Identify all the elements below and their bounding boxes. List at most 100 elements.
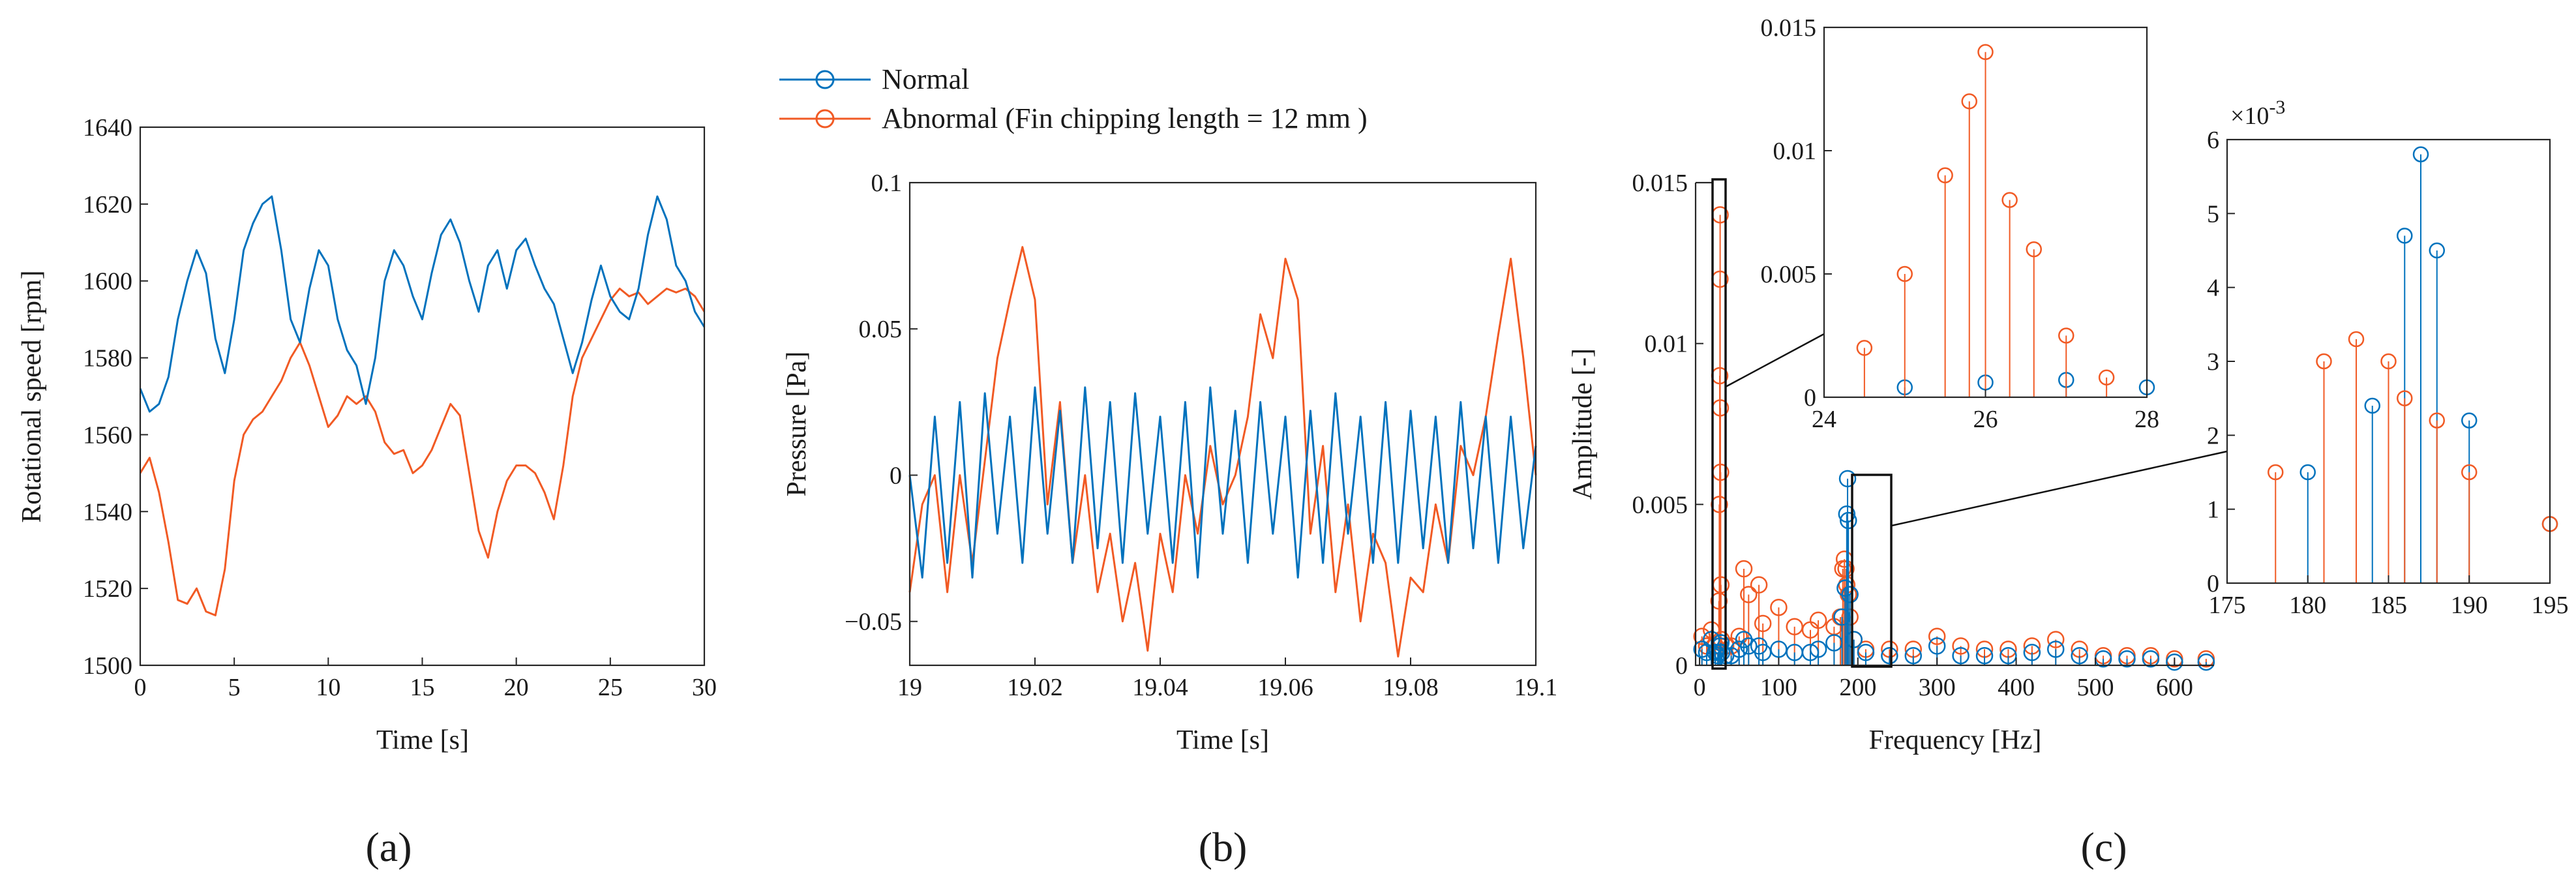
panel-c-normal-point-39 xyxy=(2118,650,2136,668)
panel-c-y-tick-label-0: 0 xyxy=(1675,652,1688,680)
panel-a-x-tick-label-1: 5 xyxy=(228,674,241,701)
panel-b-y-tick-label-3: 0.1 xyxy=(871,170,903,197)
panel-a-y-tick-label-7: 1640 xyxy=(83,114,132,142)
panel-b-line-normal xyxy=(908,386,1537,579)
panel-a-x-tick-label-5: 25 xyxy=(598,674,623,701)
panel-a-y-ticks: 1500 1520 1540 1560 1580 1600 1620 1640 xyxy=(83,114,148,680)
panel-b-x-ticks: 19 19.02 19.04 19.06 19.08 19.1 xyxy=(897,657,1557,701)
panel-a-x-label: Time [s] xyxy=(376,725,469,755)
inset-2-abnormal-point-27 xyxy=(2348,331,2365,348)
panel-c-abnormal-point-36 xyxy=(1928,627,1946,645)
inset-2-x-ticks: 175 180 185 190 195 xyxy=(2209,575,2569,619)
panel-b: 19 19.02 19.04 19.06 19.08 19.1 −0.05 0 0.05 0.1… xyxy=(782,170,1557,870)
panel-c-normal-point-25 xyxy=(1840,511,1857,530)
panel-c-abnormal-point-17 xyxy=(1740,586,1758,603)
panel-b-line-abnormal xyxy=(908,246,1537,657)
inset-2-y-multiplier-base: ×10 xyxy=(2230,102,2269,130)
panel-c-y-tick-label-3: 0.015 xyxy=(1632,170,1688,197)
inset-2-abnormal-point-31 xyxy=(2461,464,2478,481)
panel-a-x-tick-label-3: 15 xyxy=(410,674,435,701)
inset-2-normal-point-25 xyxy=(2429,242,2445,259)
panel-c-abnormal-point-0 xyxy=(1693,627,1711,645)
inset-1-y-tick-label-0: 0 xyxy=(1804,384,1816,412)
panel-a-y-tick-label-4: 1580 xyxy=(83,345,132,372)
inset-1-x-tick-label-0: 24 xyxy=(1812,406,1836,433)
panel-c-connector-2 xyxy=(1891,450,2228,527)
panel-a-label: (a) xyxy=(365,824,412,870)
inset-2-x-tick-label-4: 195 xyxy=(2532,592,2569,619)
panel-c-normal-point-11 xyxy=(1730,641,1748,658)
panel-b-label: (b) xyxy=(1199,824,1248,870)
inset-1-abnormal-point-6 xyxy=(1937,167,1953,184)
panel-c-abnormal-point-37 xyxy=(1952,637,1969,655)
panel-a-x-tick-label-6: 30 xyxy=(692,674,717,701)
inset-2-abnormal-point-30 xyxy=(2429,412,2445,429)
panel-a-y-tick-label-6: 1620 xyxy=(83,191,132,219)
panel-c-x-tick-label-4: 400 xyxy=(1998,674,2035,701)
panel-c-abnormal-point-15 xyxy=(1730,627,1748,645)
inset-1-x-ticks: 24 26 28 xyxy=(1812,389,2159,433)
panel-c-normal-point-29 xyxy=(1881,646,1898,665)
legend: Normal Abnormal (Fin chipping length = 1… xyxy=(779,63,1368,134)
panel-b-x-tick-label-4: 19.08 xyxy=(1383,674,1439,701)
panel-b-y-ticks: −0.05 0 0.05 0.1 xyxy=(845,170,918,636)
panel-c-abnormal-point-23 xyxy=(1809,611,1827,629)
inset-2-abnormal-point-26 xyxy=(2316,353,2332,370)
panel-b-frame xyxy=(908,181,1537,667)
panel-c-normal-point-42 xyxy=(2197,653,2215,671)
legend-normal-label: Normal xyxy=(882,63,969,95)
inset-2-y-tick-label-2: 2 xyxy=(2207,422,2219,449)
inset-1-abnormal-point-4 xyxy=(1856,340,1873,356)
panel-c-label: (c) xyxy=(2080,824,2127,870)
panel-b-x-tick-label-3: 19.06 xyxy=(1257,674,1313,701)
inset-2-normal-point-22 xyxy=(2364,397,2380,414)
panel-c-normal-point-36 xyxy=(2047,641,2065,658)
panel-c-abnormal-point-20 xyxy=(1770,598,1788,616)
panel-b-series-normal xyxy=(908,386,1537,579)
panel-c-x-tick-label-5: 500 xyxy=(2076,674,2114,701)
panel-c-normal-point-19 xyxy=(1809,641,1827,658)
panel-b-x-tick-label-5: 19.1 xyxy=(1514,674,1558,701)
panel-c-normal-point-37 xyxy=(2071,646,2088,665)
panel-c-abnormal-point-19 xyxy=(1754,614,1772,633)
inset-1-abnormal-point-8 xyxy=(1977,44,1994,61)
panel-a-line-abnormal xyxy=(139,288,706,616)
legend-abnormal-label: Abnormal (Fin chipping length = 12 mm ) xyxy=(882,102,1368,134)
panel-c-abnormal-point-16 xyxy=(1735,560,1753,578)
inset-1-x-tick-label-1: 26 xyxy=(1973,406,1998,433)
inset-2-y-multiplier-exp: -3 xyxy=(2269,97,2285,118)
panel-c-y-ticks: 0 0.005 0.01 0.015 xyxy=(1632,170,1703,680)
panel-b-y-tick-label-0: −0.05 xyxy=(845,609,902,636)
panel-a-frame xyxy=(139,126,706,667)
panel-c-normal-point-30 xyxy=(1904,646,1923,665)
inset-1-abnormal-point-7 xyxy=(1961,93,1977,110)
panel-a-series-abnormal xyxy=(139,288,706,616)
panel-c-y-tick-label-1: 0.005 xyxy=(1632,491,1688,519)
inset-1-y-tick-label-3: 0.015 xyxy=(1761,14,1817,42)
panel-b-x-tick-label-1: 19.02 xyxy=(1007,674,1063,701)
inset-2-abnormal-point-25 xyxy=(2268,464,2284,481)
panel-c-normal-point-8 xyxy=(1713,644,1731,661)
legend-normal-marker xyxy=(815,70,835,89)
panel-c-x-tick-label-1: 100 xyxy=(1760,674,1797,701)
inset-2-x-tick-label-3: 190 xyxy=(2451,592,2488,619)
inset-2-x-tick-label-2: 185 xyxy=(2370,592,2407,619)
panel-c-x-tick-label-2: 200 xyxy=(1839,674,1876,701)
panel-c-x-tick-label-6: 600 xyxy=(2156,674,2193,701)
panel-c-normal-point-24 xyxy=(1838,470,1857,488)
legend-abnormal-marker xyxy=(815,109,835,128)
panel-c-series-normal xyxy=(1693,470,2215,671)
panel-c-normal-point-32 xyxy=(1952,646,1969,665)
inset-1-abnormal-point-12 xyxy=(2098,369,2115,386)
inset-2-normal-point-26 xyxy=(2461,412,2478,429)
panel-c-normal-point-27 xyxy=(1845,631,1863,648)
inset-1-x-tick-label-2: 28 xyxy=(2134,406,2159,433)
inset-2-abnormal-point-28 xyxy=(2380,353,2397,370)
panel-c-normal-point-33 xyxy=(1975,646,1994,665)
inset-1-abnormal-point-9 xyxy=(2001,192,2018,208)
inset-2-normal-point-24 xyxy=(2412,146,2429,162)
panel-b-x-label: Time [s] xyxy=(1176,725,1269,755)
inset-1-y-tick-label-2: 0.01 xyxy=(1773,138,1817,165)
